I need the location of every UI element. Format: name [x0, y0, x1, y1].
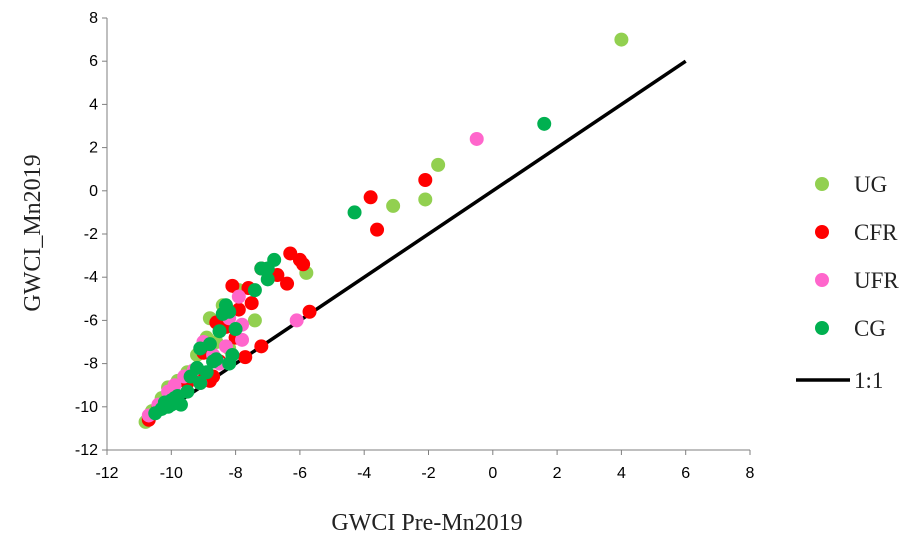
data-point-cg: [206, 354, 220, 368]
y-tick-label: 4: [89, 96, 98, 113]
x-axis-title: GWCI Pre-Mn2019: [331, 510, 522, 536]
y-tick-label: -12: [75, 442, 98, 459]
x-tick-label: -4: [357, 465, 371, 482]
data-points: [139, 33, 629, 429]
x-tick-label: -8: [228, 465, 242, 482]
data-point-ug: [614, 33, 628, 47]
data-point-cfr: [254, 339, 268, 353]
legend-label-ug: UG: [854, 172, 887, 197]
data-point-cfr: [303, 305, 317, 319]
axes: -12 -10 -8 -6 -4 -2 0 2 4 6 8 -12 -10 -8 -6 -4 -2 0 2 4 6 8: [75, 10, 755, 482]
data-point-cg: [168, 391, 182, 405]
data-point-cg: [261, 272, 275, 286]
data-point-cg: [216, 307, 230, 321]
legend-marker-cg: [815, 321, 829, 335]
x-tick-label: -12: [95, 465, 118, 482]
data-point-cfr: [296, 257, 310, 271]
data-point-cg: [213, 324, 227, 338]
data-point-ug: [418, 192, 432, 206]
data-point-cfr: [245, 296, 259, 310]
y-tick-label: 2: [89, 140, 98, 157]
y-tick-label: -10: [75, 399, 98, 416]
data-point-cg: [348, 205, 362, 219]
data-point-cg: [148, 406, 162, 420]
y-tick-label: 8: [89, 10, 98, 27]
y-tick-label: -4: [84, 269, 98, 286]
data-point-cfr: [370, 223, 384, 237]
y-tick-label: -2: [84, 226, 98, 243]
x-tick-label: 8: [746, 465, 755, 482]
data-point-cg: [248, 283, 262, 297]
x-tick-label: 0: [488, 465, 497, 482]
legend-marker-cfr: [815, 225, 829, 239]
y-axis-title: GWCI_Mn2019: [20, 154, 46, 311]
data-point-ug: [386, 199, 400, 213]
legend-marker-ug: [815, 177, 829, 191]
legend-label-cg: CG: [854, 316, 886, 341]
data-point-ug: [431, 158, 445, 172]
legend-label-cfr: CFR: [854, 220, 898, 245]
y-tick-label: -6: [84, 312, 98, 329]
data-point-cg: [222, 357, 236, 371]
data-point-cfr: [418, 173, 432, 187]
x-tick-label: -10: [160, 465, 183, 482]
x-tick-label: -6: [293, 465, 307, 482]
y-tick-label: -8: [84, 356, 98, 373]
legend-marker-ufr: [815, 273, 829, 287]
y-tick-label: 6: [89, 53, 98, 70]
data-point-ufr: [290, 313, 304, 327]
data-point-cg: [537, 117, 551, 131]
data-point-cfr: [238, 350, 252, 364]
series-cg: [148, 117, 551, 420]
y-tick-label: 0: [89, 183, 98, 200]
x-tick-label: -2: [421, 465, 435, 482]
legend-label-ufr: UFR: [854, 268, 899, 293]
x-tick-label: 4: [617, 465, 626, 482]
legend: UG CFR UFR CG 1:1: [796, 172, 899, 393]
legend-label-1to1: 1:1: [854, 368, 883, 393]
x-tick-label: 6: [681, 465, 690, 482]
data-point-ufr: [470, 132, 484, 146]
data-point-cg: [193, 341, 207, 355]
data-point-ug: [248, 313, 262, 327]
x-tick-label: 2: [553, 465, 562, 482]
data-point-ufr: [232, 290, 246, 304]
data-point-cfr: [364, 190, 378, 204]
data-point-cg: [229, 322, 243, 336]
